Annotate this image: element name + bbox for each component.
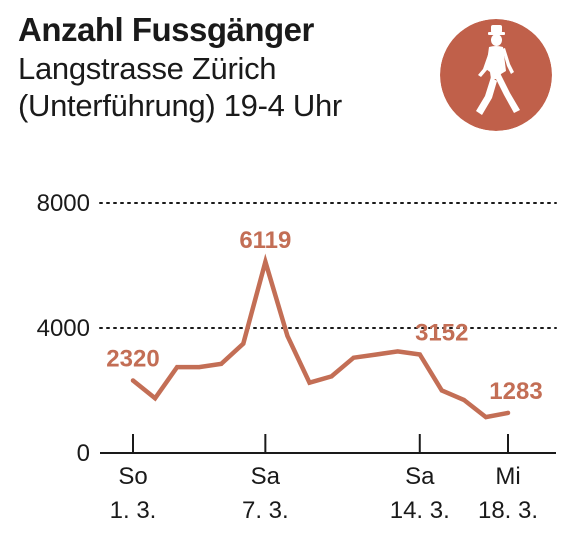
chart-title: Anzahl Fussgänger [18, 11, 314, 48]
data-point [241, 341, 246, 346]
chart-header: Anzahl Fussgänger Langstrasse Zürich (Un… [18, 10, 438, 124]
x-tick-label-date: 1. 3. [110, 497, 157, 524]
data-point [439, 388, 444, 393]
x-tick-label-date: 18. 3. [478, 497, 538, 524]
data-point [329, 374, 334, 379]
data-point [461, 397, 466, 402]
data-point [153, 396, 158, 401]
data-point [506, 410, 510, 415]
data-label: 6119 [239, 227, 291, 254]
data-point [373, 352, 378, 357]
series-line [130, 253, 511, 420]
x-tick-label-day: So [118, 463, 147, 490]
data-label: 1283 [489, 378, 542, 405]
data-point [175, 365, 180, 370]
data-point [197, 365, 202, 370]
data-label: 2320 [106, 346, 159, 373]
data-point [131, 378, 135, 383]
y-tick-label: 4000 [37, 315, 90, 342]
chart-subtitle-line1: Langstrasse Zürich [18, 51, 277, 86]
x-tick-label-date: 7. 3. [242, 497, 289, 524]
y-tick-label: 8000 [37, 190, 90, 217]
pedestrian-icon [440, 19, 552, 131]
data-point [219, 361, 224, 366]
x-tick-label-day: Sa [251, 463, 281, 490]
data-point [263, 259, 268, 264]
x-tick-label-day: Sa [405, 463, 435, 490]
x-tick-label-day: Mi [495, 463, 520, 490]
chart-subtitle-line2: (Unterführung) 19-4 Uhr [18, 88, 342, 123]
data-point [483, 415, 488, 420]
data-point [351, 355, 356, 360]
data-point [395, 349, 400, 354]
x-tick-label-date: 14. 3. [390, 497, 450, 524]
data-point [285, 333, 290, 338]
y-tick-label: 0 [77, 440, 90, 467]
data-point [307, 380, 312, 385]
data-point [417, 352, 422, 357]
data-label: 3152 [415, 320, 468, 347]
